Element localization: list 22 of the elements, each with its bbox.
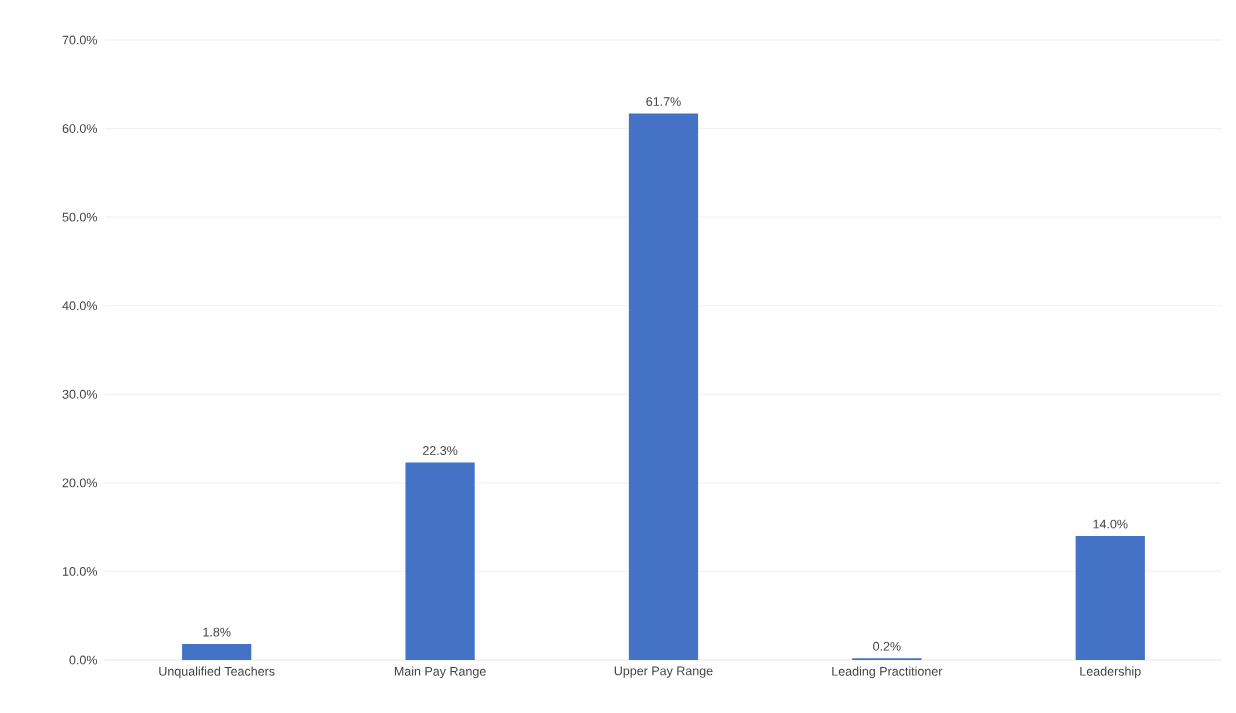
y-tick-label: 0.0%: [69, 655, 98, 665]
x-tick-label: Unqualified Teachers: [159, 666, 275, 679]
data-label: 1.8%: [203, 627, 231, 637]
y-tick-label: 40.0%: [62, 301, 98, 311]
y-tick-label: 10.0%: [62, 567, 98, 576]
y-tick-label: 70.0%: [62, 35, 98, 45]
bar: [628, 113, 699, 660]
y-tick-label: 20.0%: [62, 478, 98, 488]
x-tick-label: Upper Pay Range: [614, 666, 713, 678]
bar: [405, 462, 475, 660]
data-label: 61.7%: [646, 97, 681, 106]
data-label: 22.3%: [423, 446, 458, 455]
y-tick-label: 30.0%: [62, 389, 98, 399]
y-tick-label: 50.0%: [62, 212, 98, 222]
data-label: 0.2%: [873, 641, 901, 651]
x-tick-label: Leading Practitioner: [832, 666, 943, 679]
bar: [1075, 536, 1145, 660]
x-tick-label: Main Pay Range: [394, 666, 486, 679]
bar: [182, 644, 252, 660]
y-tick-label: 60.0%: [62, 124, 98, 133]
data-label: 14.0%: [1093, 519, 1128, 529]
x-tick-label: Leadership: [1080, 666, 1141, 679]
